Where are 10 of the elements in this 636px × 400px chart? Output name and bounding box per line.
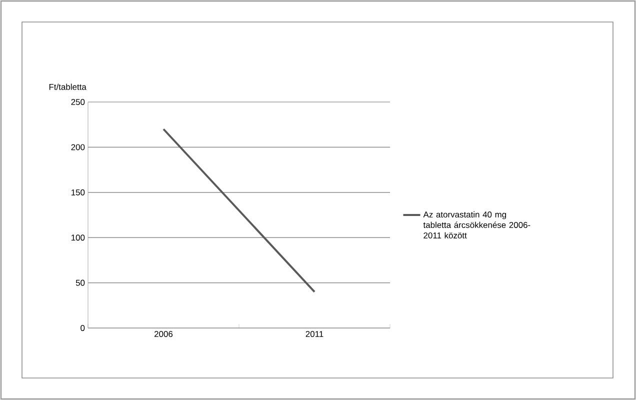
y-tick-label: 250: [71, 99, 85, 105]
y-tick-label: 0: [80, 325, 85, 331]
x-tick-label: 2006: [154, 331, 173, 338]
y-axis-title: Ft/tabletta: [49, 84, 86, 90]
x-tick-label: 2011: [306, 331, 324, 338]
legend-label: Az atorvastatin 40 mg tabletta árcsökkenése 2006-2011 között: [423, 211, 530, 238]
y-tick-label: 100: [71, 234, 85, 241]
y-tick-label: 50: [76, 280, 85, 286]
y-tick-label: 150: [71, 189, 85, 196]
y-tick-label: 200: [71, 144, 85, 150]
